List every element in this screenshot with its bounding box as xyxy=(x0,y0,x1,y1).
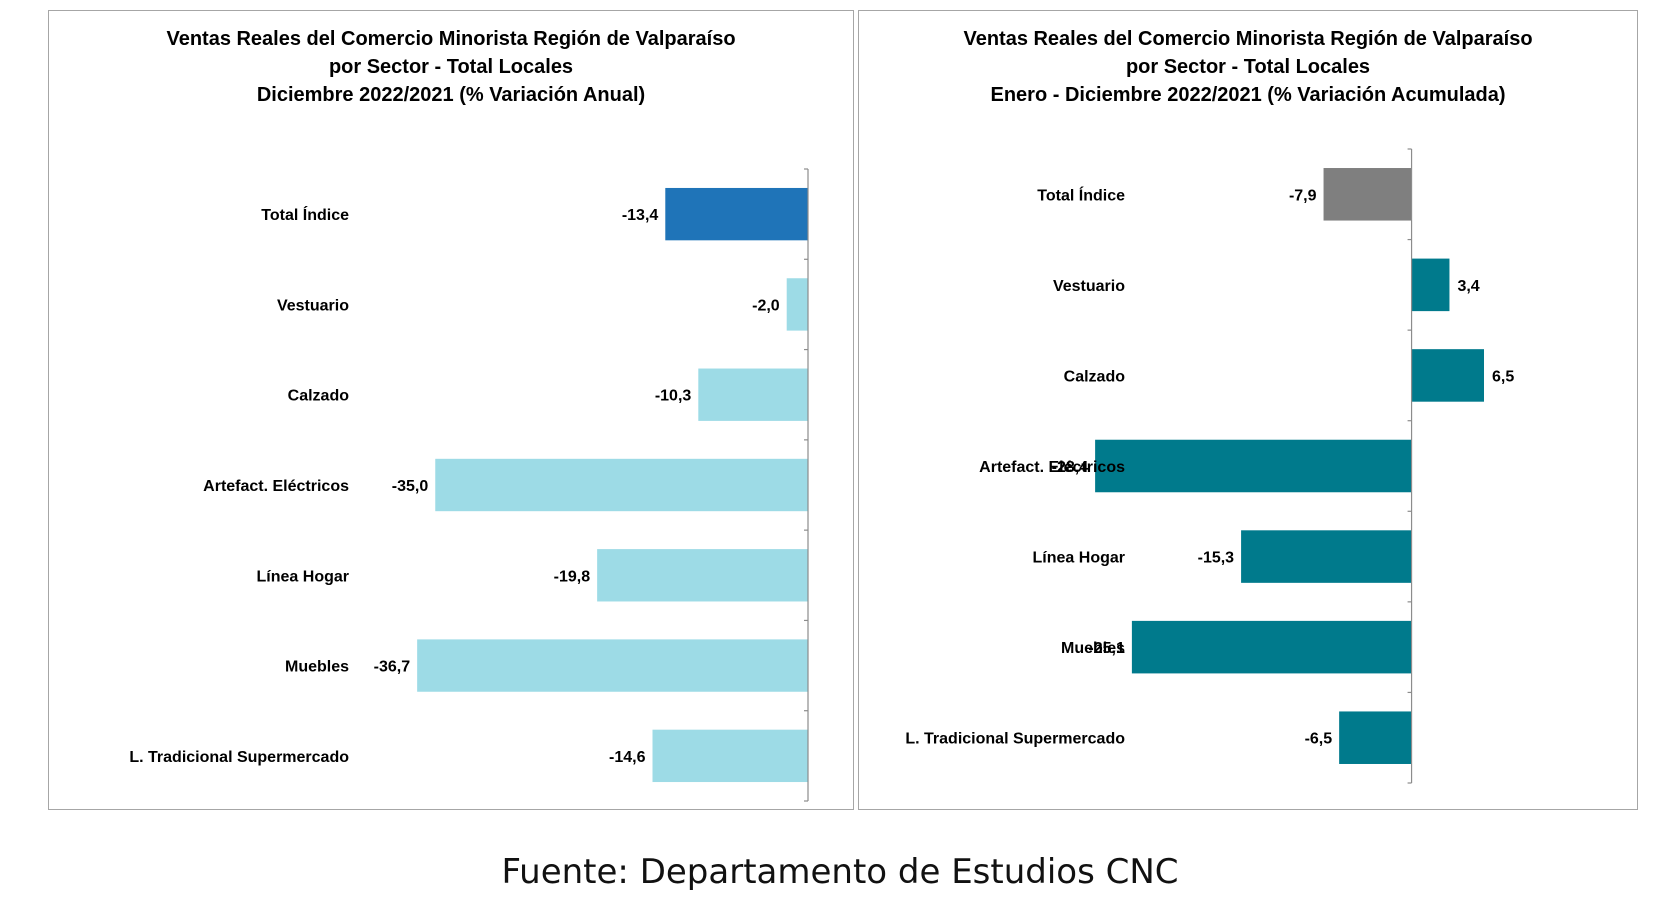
chart-title-line-1: Ventas Reales del Comercio Minorista Reg… xyxy=(166,28,736,50)
bar xyxy=(1411,258,1450,312)
chart-panel-annual: Ventas Reales del Comercio Minorista Reg… xyxy=(48,10,854,810)
bar xyxy=(1131,620,1412,674)
category-label: Artefact. Eléctricos xyxy=(203,478,349,495)
data-label: -36,7 xyxy=(374,659,411,676)
category-label: Total Índice xyxy=(261,205,349,224)
data-label: -35,0 xyxy=(392,478,429,495)
data-label: -14,6 xyxy=(609,749,646,766)
data-label: -15,3 xyxy=(1198,550,1235,567)
chart-panel-accumulated: Ventas Reales del Comercio Minorista Reg… xyxy=(858,10,1638,810)
category-label: Vestuario xyxy=(1053,278,1125,295)
bar xyxy=(698,368,808,421)
bar-chart-accumulated: Total Índice -7,9 Vestuario 3,4 Calzado 6,5 Ar… xyxy=(905,148,1514,784)
category-label: Muebles xyxy=(285,659,349,676)
bar-chart-annual: Total Índice -13,4 Vestuario -2,0 Calzado -10… xyxy=(129,168,809,802)
chart-title: Ventas Reales del Comercio Minorista Reg… xyxy=(859,25,1637,109)
data-label: -7,9 xyxy=(1289,187,1317,204)
bar xyxy=(786,278,808,331)
bar xyxy=(1411,349,1484,402)
bar xyxy=(1339,711,1412,764)
bar xyxy=(435,458,808,512)
chart-title-line-2: por Sector - Total Locales xyxy=(328,56,574,78)
bar xyxy=(652,729,808,783)
chart-title-line-1: Ventas Reales del Comercio Minorista Reg… xyxy=(963,28,1533,50)
chart-title-line-2: por Sector - Total Locales xyxy=(1125,56,1371,78)
category-label: Muebles xyxy=(1061,640,1125,657)
data-label: -2,0 xyxy=(752,297,780,314)
category-label: Línea Hogar xyxy=(257,568,349,585)
data-label: -10,3 xyxy=(655,388,692,405)
category-label: Calzado xyxy=(288,388,350,405)
category-label: Vestuario xyxy=(277,297,349,314)
category-label: Total Índice xyxy=(1037,185,1125,204)
category-label: Artefact. Eléctricos xyxy=(979,459,1125,476)
data-label: 6,5 xyxy=(1492,368,1514,385)
data-label: -25,1 xyxy=(1088,640,1125,657)
data-label: -13,4 xyxy=(622,207,659,224)
chart-title-line-3: Enero - Diciembre 2022/2021 (% Variación… xyxy=(990,84,1506,106)
category-label: L. Tradicional Supermercado xyxy=(129,749,349,766)
bar xyxy=(1323,168,1412,221)
data-label: -28,4 xyxy=(1052,459,1089,476)
data-label: -6,5 xyxy=(1305,731,1333,748)
bar xyxy=(1241,530,1412,583)
category-label: L. Tradicional Supermercado xyxy=(905,731,1125,748)
bar xyxy=(1095,439,1412,493)
data-label: 3,4 xyxy=(1457,278,1479,295)
chart-title-line-3: Diciembre 2022/2021 (% Variación Anual) xyxy=(256,84,646,106)
bar xyxy=(417,639,808,692)
bar xyxy=(665,187,808,241)
bar xyxy=(597,549,808,602)
category-label: Línea Hogar xyxy=(1033,550,1125,567)
chart-title: Ventas Reales del Comercio Minorista Reg… xyxy=(49,25,853,109)
source-note: Fuente: Departamento de Estudios CNC xyxy=(501,852,1179,892)
data-label: -19,8 xyxy=(554,568,591,585)
category-label: Calzado xyxy=(1064,368,1126,385)
